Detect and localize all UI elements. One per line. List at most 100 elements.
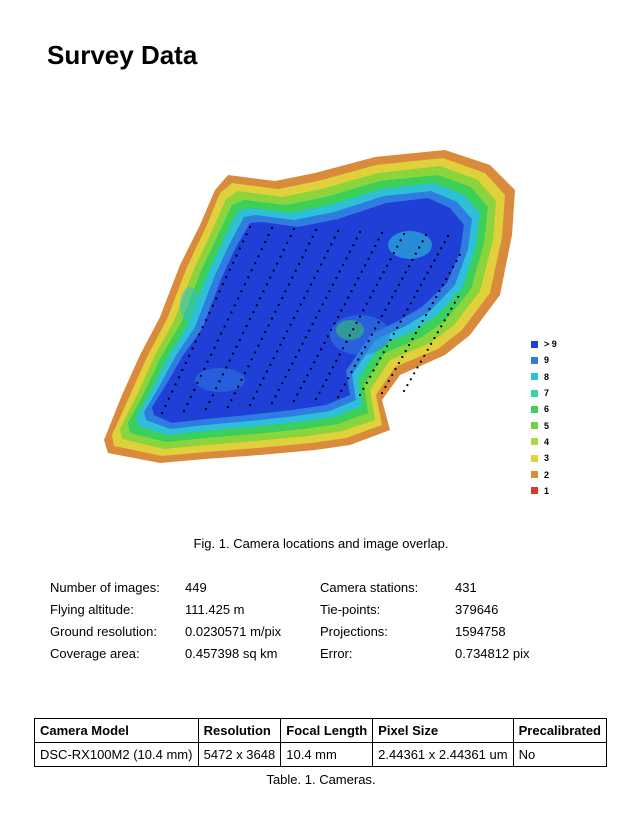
camera-location-dot [238, 247, 241, 250]
camera-location-dot [199, 374, 202, 377]
camera-location-dot [399, 239, 402, 242]
camera-location-dot [298, 262, 301, 266]
camera-location-dot [294, 355, 297, 359]
camera-location-dot [262, 377, 265, 380]
camera-location-dot [225, 366, 228, 369]
camera-location-dot [316, 354, 319, 357]
camera-location-dot [232, 261, 235, 264]
stat-value: 0.457398 sq km [185, 646, 278, 661]
camera-location-dot [223, 325, 226, 328]
stat-tie-points: Tie-points: 379646 [320, 602, 498, 617]
camera-location-dot [274, 310, 277, 313]
camera-location-dot [287, 283, 290, 286]
camera-location-dot [397, 283, 400, 286]
stat-coverage-area: Coverage area: 0.457398 sq km [50, 646, 278, 661]
camera-location-dot [272, 357, 275, 360]
camera-location-dot [299, 303, 302, 306]
stat-error: Error: 0.734812 pix [320, 646, 529, 661]
camera-location-dot [426, 348, 429, 351]
camera-location-dot [358, 393, 362, 397]
camera-location-dot [264, 331, 267, 334]
camera-location-dot [252, 311, 255, 314]
camera-location-dot [348, 334, 351, 337]
figure-caption: Fig. 1. Camera locations and image overl… [193, 536, 449, 551]
camera-location-dot [304, 249, 307, 252]
camera-location-dot [438, 289, 441, 293]
camera-location-dot [423, 354, 426, 357]
camera-location-dot [254, 351, 257, 354]
camera-location-dot [296, 310, 299, 313]
camera-location-dot [374, 327, 377, 330]
camera-location-dot [270, 317, 274, 320]
legend-swatch [531, 405, 538, 413]
camera-location-dot [413, 296, 416, 299]
camera-location-dot [433, 336, 436, 340]
legend-item: > 9 [531, 336, 557, 352]
stat-ground-resolution: Ground resolution: 0.0230571 m/pix [50, 624, 281, 639]
camera-location-dot [353, 364, 356, 367]
camera-location-dot [392, 251, 395, 255]
camera-location-dot [306, 374, 309, 377]
camera-location-dot [284, 290, 287, 293]
camera-location-dot [350, 290, 353, 293]
camera-location-dot [411, 258, 414, 261]
legend-swatch [531, 389, 538, 397]
camera-location-dot [321, 303, 324, 306]
camera-location-dot [435, 295, 438, 299]
camera-location-dot [402, 389, 406, 393]
legend-swatch [531, 356, 538, 364]
camera-location-dot [362, 387, 365, 390]
camera-location-dot [206, 360, 209, 363]
camera-location-dot [254, 262, 257, 265]
camera-location-dot [218, 380, 221, 383]
camera-location-dot [181, 369, 184, 372]
stat-label: Ground resolution: [50, 624, 157, 639]
camera-location-dot [370, 333, 373, 336]
camera-location-dot [386, 264, 389, 267]
camera-location-dot [414, 331, 417, 335]
camera-location-dot [350, 371, 353, 374]
camera-location-dot [291, 362, 294, 365]
camera-location-dot [237, 385, 240, 388]
camera-location-dot [294, 269, 297, 272]
camera-location-dot [252, 397, 255, 400]
overlap-patch [388, 231, 432, 259]
camera-location-dot [326, 250, 329, 253]
stat-value: 0.0230571 m/pix [185, 624, 282, 639]
camera-location-dot [314, 228, 318, 232]
camera-location-dot [201, 326, 204, 329]
camera-location-dot [164, 404, 167, 407]
camera-location-dot [274, 395, 277, 398]
camera-location-dot [242, 331, 245, 334]
overlap-patch [195, 368, 245, 392]
camera-location-dot [436, 253, 439, 256]
camera-location-dot [318, 391, 321, 394]
camera-location-dot [230, 399, 233, 402]
camera-location-dot [255, 304, 258, 307]
legend-label: 9 [544, 355, 550, 366]
legend-label: > 9 [544, 339, 557, 350]
legend-item: 5 [531, 417, 557, 433]
cell-pixel-size: 2.44361 x 2.44361 um [372, 742, 514, 767]
camera-location-dot [355, 237, 358, 240]
stat-value: 0.734812 pix [455, 646, 530, 661]
camera-location-dot [369, 296, 372, 299]
stat-label: Tie-points: [320, 602, 381, 617]
camera-location-dot [430, 265, 433, 268]
camera-location-dot [325, 296, 328, 299]
camera-location-dot [409, 378, 412, 381]
camera-location-dot [348, 250, 351, 253]
camera-location-dot [221, 283, 224, 286]
camera-location-dot [286, 241, 289, 244]
camera-location-dot [248, 225, 252, 229]
camera-location-dot [340, 309, 343, 312]
camera-location-dot [272, 269, 275, 272]
camera-location-dot [358, 230, 362, 234]
camera-location-dot [430, 342, 433, 345]
camera-location-dot [433, 259, 436, 262]
camera-location-dot [260, 337, 263, 340]
camera-location-dot [226, 405, 230, 409]
camera-location-dot [292, 227, 296, 231]
camera-location-dot [247, 276, 250, 279]
camera-location-dot [188, 354, 191, 357]
